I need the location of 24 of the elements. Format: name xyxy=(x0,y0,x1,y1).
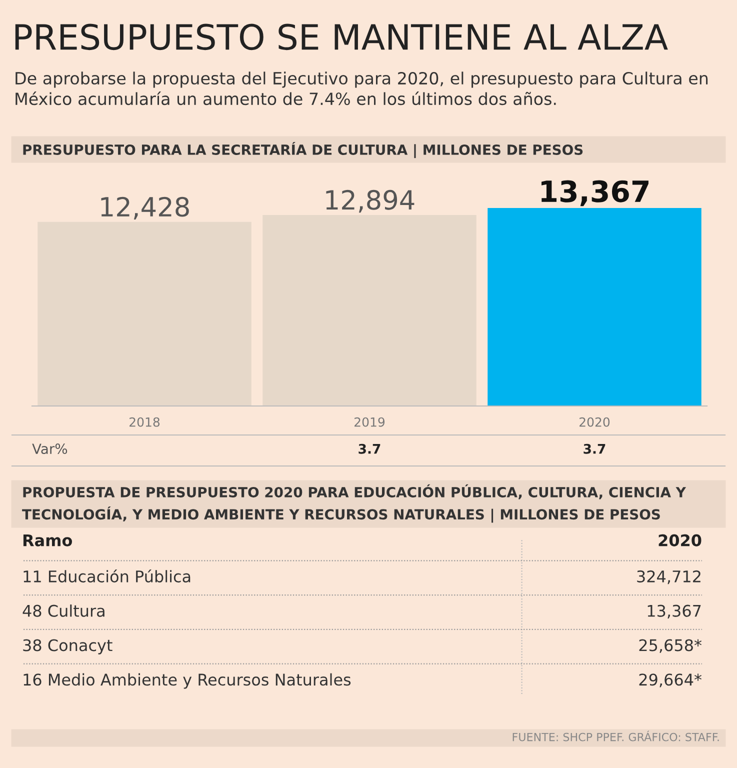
data-label: 29,664* xyxy=(639,674,702,688)
data-label: 25,658* xyxy=(639,639,702,653)
chart-title: PRESUPUESTO SE MANTIENE AL ALZA xyxy=(15,24,668,50)
data-label: 324,712 xyxy=(637,570,700,584)
category-label: 11 Educación Pública xyxy=(24,569,190,582)
category-label: 16 Medio Ambiente y Recursos Naturales xyxy=(24,673,351,689)
text: 3.7 xyxy=(358,444,380,454)
text: 2020 xyxy=(658,534,702,546)
data-label: 13,367 xyxy=(648,604,701,619)
text: Ramo xyxy=(23,534,72,546)
text: PROPUESTA DE PRESUPUESTO 2020 PARA EDUCACIÓN PÚBLICA, CULTURA, CIENCIA Y TECNOLOGÍA, Y MEDIO AMBIENTE Y RECURSOS NATURALES | MILLONES DE PESOS xyxy=(22,484,686,523)
source-note: FUENTE: SHCP PPEF. GRÁFICO: STAFF. xyxy=(512,730,719,742)
text: PRESUPUESTO PARA LA SECRETARÍA DE CULTURA | MILLONES DE PESOS xyxy=(23,142,583,158)
x-tick-label: 2019 xyxy=(354,417,385,427)
x-tick-label: 2020 xyxy=(580,417,610,427)
text: Var% xyxy=(32,444,68,454)
category-label: 48 Cultura xyxy=(22,604,104,617)
x-tick-label: 2018 xyxy=(130,417,160,427)
text: 3.7 xyxy=(584,444,606,454)
chart-subtitle: De aprobarse la propuesta del Ejecutivo para 2020, el presupuesto para Cultura en México acumularía un aumento de 7.4% en los últimos dos años. xyxy=(16,72,708,106)
category-label: 38 Conacyt xyxy=(23,639,112,654)
data-label: 13,367 xyxy=(542,180,648,206)
data-label: 12,894 xyxy=(326,190,414,213)
data-label: 12,428 xyxy=(101,196,189,220)
